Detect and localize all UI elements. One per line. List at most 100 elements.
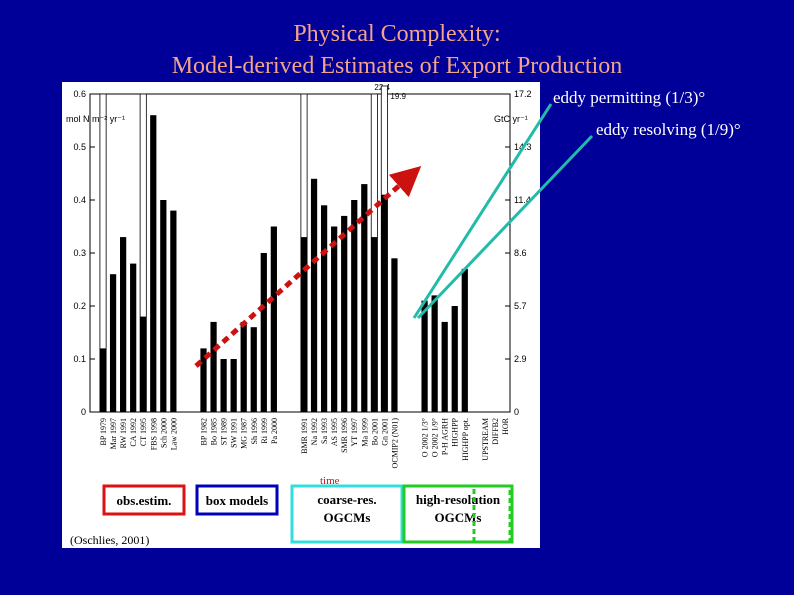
- bar: [150, 115, 157, 412]
- group-label: high-resolution: [416, 492, 501, 507]
- bar-label: Mar 1997: [109, 418, 118, 449]
- left-tick-label: 0.2: [73, 301, 86, 311]
- left-axis-label: mol N m⁻² yr⁻¹: [66, 114, 125, 124]
- bar-label: Ma 1999: [360, 418, 369, 447]
- right-tick-label: 5.7: [514, 301, 527, 311]
- group-label: OGCMs: [324, 510, 371, 525]
- bar-label: YT 1997: [350, 418, 359, 447]
- bar-label: Sh 1996: [250, 418, 259, 444]
- overflow-label: 19.9: [390, 92, 406, 101]
- bar: [421, 300, 428, 412]
- bar-label: P-H AGRH: [441, 418, 450, 455]
- right-tick-label: 14.3: [514, 142, 532, 152]
- export-production-chart: 0 0.1 0.2 0.3 0.4 0.5 0.6 0 2.9 5.7 8.6 11.4 14.3 17.…: [66, 83, 532, 547]
- bar: [120, 237, 127, 412]
- bar: [210, 321, 217, 412]
- bar: [170, 210, 177, 412]
- group-label: coarse-res.: [317, 492, 376, 507]
- bar: [341, 215, 348, 412]
- bar-label: MG 1987: [240, 418, 249, 449]
- right-tick-label: 2.9: [514, 354, 527, 364]
- bar: [220, 359, 227, 412]
- bar-label: Gn 2001: [380, 418, 389, 446]
- bar-label: Bo 2001: [370, 418, 379, 445]
- bar-label: CT 1995: [139, 418, 148, 446]
- bar: [250, 327, 257, 412]
- bar-label: HIGHPP: [451, 417, 460, 446]
- bar: [461, 268, 468, 412]
- citation: (Oschlies, 2001): [70, 533, 149, 547]
- bar-label: BP 1979: [99, 418, 108, 446]
- group-box: [195, 484, 279, 516]
- group-box: [402, 484, 514, 544]
- bar-label: Sa 1993: [320, 418, 329, 444]
- bar: [240, 321, 247, 412]
- bar-label: Pa 2000: [270, 418, 279, 444]
- left-tick-label: 0: [81, 407, 86, 417]
- bar: [431, 295, 438, 412]
- bar-label: HIGHPP opt.: [461, 418, 470, 461]
- bar: [270, 226, 277, 412]
- group-label: box models: [206, 493, 268, 508]
- bar: [310, 178, 318, 412]
- bar-label: Na 1992: [310, 418, 319, 445]
- annotation-eddy-resolving: eddy resolving (1/9)°: [596, 120, 741, 139]
- bar-label: OCMIP2 (N01): [390, 418, 399, 469]
- bar-label: Sch 2000: [159, 418, 168, 448]
- bar-label: Law 2000: [169, 418, 178, 450]
- title-line-2: Model-derived Estimates of Export Produc…: [171, 53, 623, 79]
- bar-label: O 2002 1/9°: [431, 418, 440, 457]
- right-tick-label: 11.4: [514, 195, 531, 205]
- group-box: [290, 484, 404, 544]
- left-tick-label: 0.3: [73, 248, 86, 258]
- bar-label: AS 1995: [330, 418, 339, 446]
- title-line-1: Physical Complexity:: [293, 21, 501, 47]
- bar: [130, 263, 137, 412]
- chart-x-labels: BP 1979 Mar 1997 RW 1991 CA 1992 CT 1995 FBS …: [99, 417, 510, 468]
- bar-label: Ri 1999: [260, 418, 269, 444]
- bar: [320, 205, 328, 412]
- bar-label: RW 1991: [119, 418, 128, 448]
- bar: [351, 200, 358, 412]
- left-tick-label: 0.4: [73, 195, 86, 205]
- bar: [200, 348, 207, 412]
- right-tick-label: 0: [514, 407, 519, 417]
- bar: [391, 258, 398, 412]
- bar-label: DIFFB2: [491, 418, 500, 445]
- bar: [230, 359, 237, 412]
- bar: [99, 348, 107, 412]
- bar-label: SW 1991: [230, 418, 239, 448]
- right-tick-label: 8.6: [514, 248, 527, 258]
- chart-panel: 0 0.1 0.2 0.3 0.4 0.5 0.6 0 2.9 5.7 8.6 11.4 14.3 17.…: [62, 82, 540, 548]
- bar: [300, 237, 308, 412]
- bar: [451, 306, 458, 412]
- bar: [371, 237, 378, 412]
- bar: [260, 253, 267, 412]
- bar-label: CA 1992: [129, 418, 138, 447]
- left-tick-label: 0.1: [73, 354, 86, 364]
- group-box: [102, 484, 186, 516]
- bar-label: UPSTREAM: [481, 418, 490, 461]
- chart-bars: [99, 85, 468, 413]
- annotation-eddy-permitting: eddy permitting (1/3)°: [553, 88, 706, 107]
- right-axis-label: GtC yr⁻¹: [494, 114, 528, 124]
- group-box: [472, 484, 512, 544]
- bar-label: SMR 1996: [340, 418, 349, 453]
- group-label: OGCMs: [435, 510, 482, 525]
- bar: [140, 316, 147, 412]
- bar-label: ST 1989: [220, 418, 229, 445]
- right-tick-label: 17.2: [514, 89, 532, 99]
- bar: [441, 321, 448, 412]
- bar: [109, 274, 117, 412]
- chart-group-boxes: obs.estim. box models coarse-res. OGCMs high…: [102, 484, 514, 544]
- bar-label: Bo 1985: [210, 418, 219, 445]
- bar: [331, 226, 338, 412]
- bar-label: O 2002 1/3°: [421, 418, 430, 457]
- bar: [361, 184, 368, 412]
- bar-label: FBS 1998: [149, 418, 158, 450]
- bar-label: BMR 1991: [300, 418, 309, 454]
- left-tick-label: 0.6: [73, 89, 86, 99]
- bar-label: HOR: [501, 417, 510, 435]
- bar: [160, 200, 167, 412]
- left-tick-label: 0.5: [73, 142, 86, 152]
